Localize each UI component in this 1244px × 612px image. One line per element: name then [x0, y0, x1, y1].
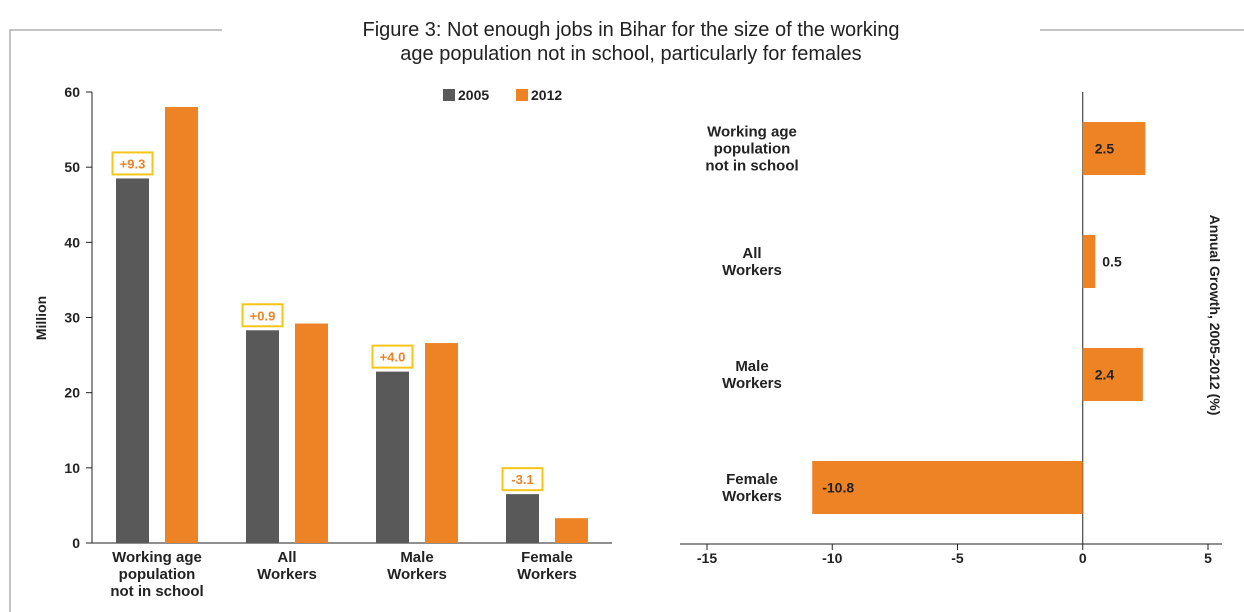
change-annotation-label: +0.9 — [250, 308, 276, 323]
bar-2005-2 — [376, 371, 409, 543]
growth-bar-0 — [1082, 122, 1146, 175]
left-category-label: Workers — [387, 566, 447, 583]
right-x-tick-label: 5 — [1204, 550, 1212, 566]
legend-swatch-2012 — [516, 89, 528, 101]
figure-title-line-1: Figure 3: Not enough jobs in Bihar for t… — [363, 19, 900, 41]
left-category-label: Workers — [257, 566, 317, 583]
growth-bar-3 — [812, 461, 1083, 514]
legend-label-2005: 2005 — [458, 87, 489, 103]
left-category-label: Working age — [112, 549, 202, 566]
left-y-tick-label: 40 — [64, 234, 80, 250]
left-category-label: All — [277, 549, 296, 566]
right-bar-chart: Annual Growth, 2005-2012 (%) -15 -10 -5 0 5 2… — [680, 92, 1223, 566]
right-category-label: population — [714, 141, 791, 158]
growth-value-label: 0.5 — [1102, 254, 1122, 270]
left-category-label: population — [119, 566, 196, 583]
change-annotation-box — [371, 344, 414, 369]
right-x-tick-label: -15 — [697, 550, 717, 566]
change-annotation-box — [241, 303, 284, 328]
left-y-tick-label: 60 — [64, 84, 80, 100]
left-y-tick-label: 20 — [64, 385, 80, 401]
legend-label-2012: 2012 — [531, 87, 562, 103]
left-y-tick-label: 0 — [72, 535, 80, 551]
right-category-label: Working age — [707, 124, 797, 141]
right-x-tick-label: -5 — [951, 550, 964, 566]
bar-2012-1 — [295, 323, 328, 543]
right-x-tick-label: -10 — [822, 550, 842, 566]
right-y-axis-label: Annual Growth, 2005-2012 (%) — [1207, 215, 1223, 416]
right-category-label: Workers — [722, 488, 782, 505]
change-annotation-label: +4.0 — [380, 350, 406, 365]
right-category-label: All — [742, 245, 761, 262]
change-annotation-label: -3.1 — [511, 472, 533, 487]
right-x-tick-label: 0 — [1079, 550, 1087, 566]
bar-2012-0 — [165, 107, 198, 544]
growth-value-label: 2.5 — [1095, 141, 1115, 157]
right-category-label: Workers — [722, 375, 782, 392]
growth-value-label: 2.4 — [1095, 367, 1115, 383]
growth-bar-2 — [1082, 348, 1143, 401]
left-category-label: Male — [400, 549, 433, 566]
left-y-tick-label: 10 — [64, 460, 80, 476]
growth-value-label: -10.8 — [822, 480, 854, 496]
right-category-label: Workers — [722, 262, 782, 279]
bar-2012-2 — [425, 343, 458, 543]
frame-border — [9, 29, 1244, 612]
left-y-tick-label: 30 — [64, 310, 80, 326]
left-y-tick-label: 50 — [64, 159, 80, 175]
change-annotation-box — [501, 467, 544, 492]
left-category-label: Workers — [517, 566, 577, 583]
left-bar-chart: Million 0 10 20 30 40 50 60 +9.3 Working agepopu… — [33, 84, 612, 600]
left-category-label: Female — [521, 549, 573, 566]
change-annotation-label: +9.3 — [120, 156, 146, 171]
change-annotation-box — [111, 151, 154, 176]
bar-2005-3 — [506, 494, 539, 543]
left-category-label: not in school — [110, 583, 203, 600]
figure-title-line-2: age population not in school, particular… — [400, 43, 861, 65]
legend-swatch-2005 — [443, 89, 455, 101]
right-category-label: Male — [735, 358, 768, 375]
right-category-label: Female — [726, 471, 778, 488]
bar-2005-0 — [116, 178, 149, 544]
growth-bar-1 — [1082, 235, 1096, 288]
right-category-label: not in school — [705, 158, 798, 175]
bar-2012-3 — [555, 518, 588, 543]
left-y-axis-label: Million — [33, 296, 49, 340]
bar-2005-1 — [246, 330, 279, 543]
